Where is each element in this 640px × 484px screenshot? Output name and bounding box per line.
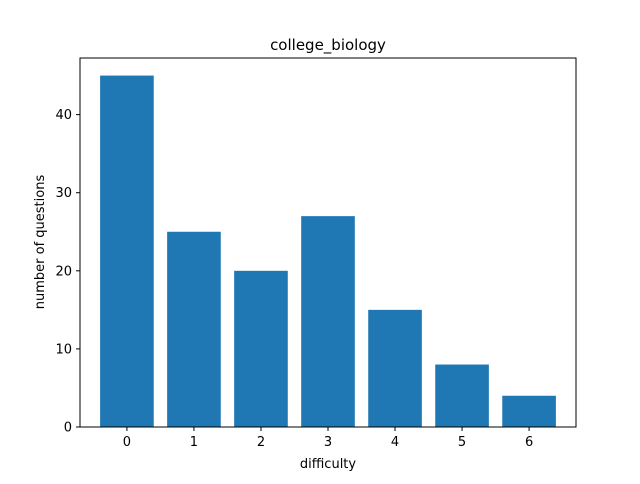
x-tick-label-2: 2 [257,435,265,450]
bars-group [100,75,556,428]
bar-5 [435,364,489,427]
x-axis-ticks: 0 1 2 3 4 5 6 [123,427,533,450]
x-axis-label: difficulty [300,457,357,472]
x-tick-label-5: 5 [458,435,466,450]
y-tick-label-0: 0 [64,421,72,436]
x-tick-label-6: 6 [525,435,533,450]
y-axis-ticks: 0 10 20 30 40 [55,108,80,436]
y-axis-label: number of questions [33,175,48,310]
y-tick-label-10: 10 [55,342,72,357]
y-tick-label-30: 30 [55,186,72,201]
y-tick-label-20: 20 [55,264,72,279]
bar-6 [502,395,556,427]
x-tick-label-1: 1 [190,435,198,450]
x-tick-label-3: 3 [324,435,332,450]
bar-4 [368,309,422,427]
chart-title: college_biology [270,36,386,55]
bar-1 [167,231,221,427]
x-tick-label-0: 0 [123,435,131,450]
x-tick-label-4: 4 [391,435,399,450]
bar-0 [100,75,154,428]
plot-frame [79,57,577,428]
bar-3 [301,216,355,427]
bar-2 [234,270,288,427]
y-tick-label-40: 40 [55,108,72,123]
